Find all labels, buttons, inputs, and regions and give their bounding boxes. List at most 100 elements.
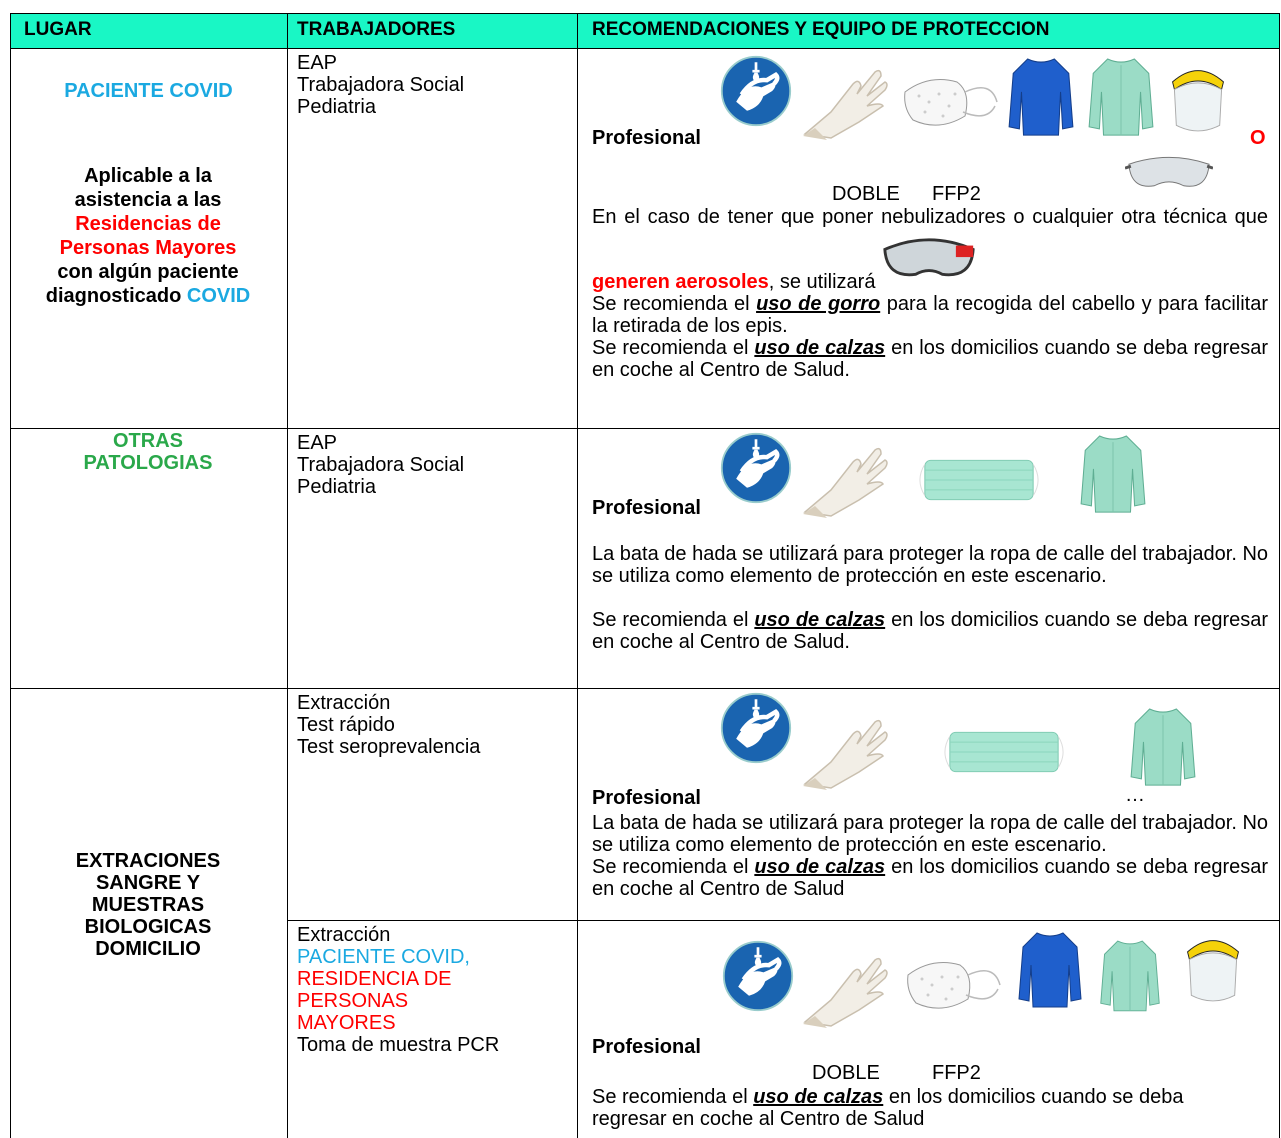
profesional: Profesional (592, 127, 701, 149)
emphasis: uso de calzas (754, 856, 886, 878)
lugar-note: Aplicable a la asistencia a las Residenc… (43, 164, 253, 308)
text: Se recomienda el (592, 1086, 754, 1108)
border (10, 688, 1280, 689)
header-cell: LUGAR (24, 19, 92, 40)
text: Se recomienda el (592, 293, 757, 315)
icon-label: FFP2 (932, 1062, 981, 1084)
recommendation-text: La bata de hada se utilizará para proteg… (592, 543, 1268, 653)
border (1279, 13, 1280, 1138)
emphasis: uso de gorro (756, 293, 881, 315)
border (10, 13, 11, 1138)
worker: Extracción (297, 692, 391, 714)
text: en los domicilios cuando se deba regresa… (592, 856, 1269, 900)
lugar-title: EXTRACIONES SANGRE Y MUESTRAS BIOLOGICAS… (75, 850, 221, 960)
header-cell: RECOMENDACIONES Y EQUIPO DE PROTECCION (592, 19, 1050, 40)
text: , se utilizará (768, 271, 876, 293)
worker: Pediatria (297, 476, 376, 498)
icon-ffp2 (897, 62, 1001, 142)
icon-green-gown (1097, 935, 1163, 1015)
worker: EAP (297, 432, 338, 454)
icon-surgical-mask (915, 450, 1043, 510)
border (287, 13, 288, 1138)
paragraph: Se recomienda el uso de calzas en los do… (592, 337, 1268, 381)
icon-handwash (720, 55, 792, 127)
icon-handwash (720, 692, 792, 764)
icon-goggles-3m (881, 228, 977, 290)
recommendation-text: La bata de hada se utilizará para proteg… (592, 812, 1268, 900)
alternative: O (1250, 127, 1266, 149)
border (10, 13, 1280, 14)
lugar-title: PACIENTE COVID (64, 80, 233, 102)
worker: Test seroprevalencia (297, 736, 481, 758)
text: en los domicilios cuando se deba regresa… (592, 337, 1269, 381)
workers: Extracción PACIENTE COVID, RESIDENCIA DE… (297, 924, 567, 1056)
worker: PACIENTE COVID, (297, 946, 470, 968)
worker: Extracción (297, 924, 391, 946)
icon-green-gown (1077, 430, 1149, 516)
border (577, 13, 578, 1138)
text: para la recogida del cabello y para faci… (592, 293, 1269, 337)
paragraph: Se recomienda el uso de calzas en los do… (592, 856, 1268, 900)
note-highlight: COVID (186, 285, 251, 307)
worker: EAP (297, 52, 338, 74)
icon-ffp2 (900, 945, 1004, 1025)
text: Se recomienda el (592, 609, 755, 631)
worker: Trabajadora Social (297, 454, 465, 476)
profesional: Profesional (592, 1036, 701, 1058)
worker: Trabajadora Social (297, 74, 465, 96)
paragraph: La bata de hada se utilizará para proteg… (592, 812, 1269, 856)
icon-glove (800, 712, 892, 792)
icon-handwash (722, 940, 794, 1012)
border (10, 428, 1280, 429)
paragraph: Se recomienda el uso de calzas en los do… (592, 1086, 1252, 1130)
icon-goggles (1125, 150, 1213, 200)
text: Se recomienda el (592, 337, 755, 359)
workers: Extracción Test rápido Test seroprevalen… (297, 692, 480, 758)
worker: Pediatria (297, 96, 376, 118)
icon-green-gown (1085, 52, 1157, 140)
highlight: generen aerosoles (592, 271, 769, 293)
icon-face-shield (1165, 52, 1231, 142)
header-cell: TRABAJADORES (297, 19, 456, 40)
text: En el caso de tener que poner nebulizado… (592, 206, 1268, 228)
paragraph: La bata de hada se utilizará para proteg… (592, 543, 1269, 587)
icon-label: DOBLE (812, 1062, 880, 1084)
ellipsis: … (1125, 784, 1145, 806)
worker: RESIDENCIA DE PERSONAS MAYORES (297, 968, 452, 1034)
icon-label: DOBLE (832, 183, 900, 205)
icon-label: FFP2 (932, 183, 981, 205)
icon-face-shield (1180, 924, 1246, 1010)
icon-surgical-mask (940, 722, 1068, 782)
recommendation-text: Se recomienda el uso de calzas en los do… (592, 1086, 1252, 1130)
worker: Test rápido (297, 714, 395, 736)
icon-glove (800, 440, 892, 520)
profesional: Profesional (592, 787, 701, 809)
header-bg (10, 13, 1279, 48)
emphasis: uso de calzas (754, 609, 886, 631)
border (10, 48, 1280, 49)
text: en los domicilios cuando se deba regresa… (592, 609, 1269, 653)
text: Se recomienda el (592, 856, 755, 878)
paragraph: Se recomienda el uso de gorro para la re… (592, 293, 1268, 337)
text: en los domicilios cuando se deba regresa… (592, 1086, 1184, 1130)
worker: Toma de muestra PCR (297, 1034, 500, 1056)
note-text: Aplicable a la asistencia a las (74, 165, 222, 211)
recommendation-text: En el caso de tener que poner nebulizado… (592, 206, 1268, 381)
icon-handwash (720, 432, 792, 504)
paragraph: Se recomienda el uso de calzas en los do… (592, 609, 1268, 653)
note-highlight: Residencias de Personas Mayores (59, 213, 237, 259)
lugar-title: OTRAS PATOLOGIAS (83, 430, 213, 474)
icon-blue-gown (1005, 52, 1077, 140)
paragraph: En el caso de tener que poner nebulizado… (592, 206, 1268, 293)
border (287, 920, 1280, 921)
emphasis: uso de calzas (754, 337, 886, 359)
workers: EAP Trabajadora Social Pediatria (297, 52, 464, 118)
icon-blue-gown (1015, 925, 1085, 1013)
icon-glove (800, 950, 892, 1030)
emphasis: uso de calzas (753, 1086, 884, 1108)
icon-glove (800, 62, 892, 142)
note-text: con algún paciente diagnosticado (45, 261, 239, 307)
workers: EAP Trabajadora Social Pediatria (297, 432, 464, 498)
profesional: Profesional (592, 497, 701, 519)
